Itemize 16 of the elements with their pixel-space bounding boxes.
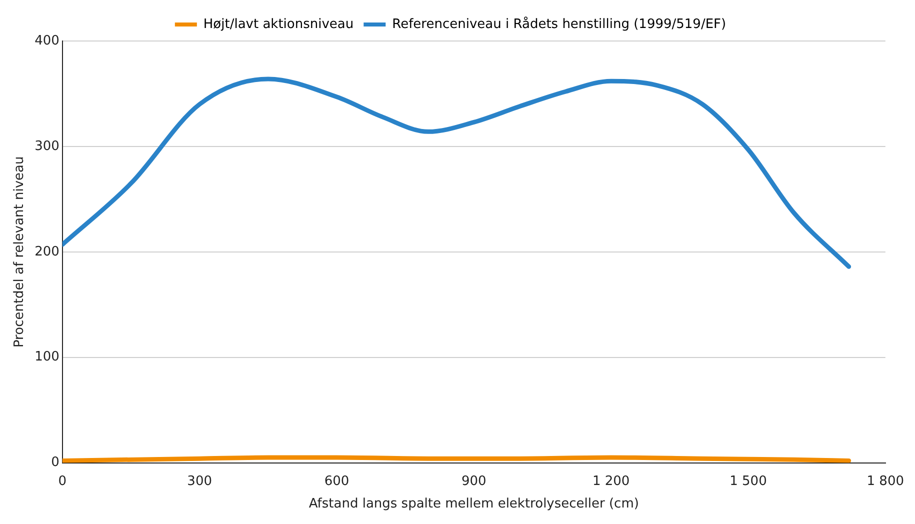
y-tick-label: 200 bbox=[34, 244, 60, 260]
x-tick-label: 900 bbox=[461, 474, 486, 489]
line-series bbox=[62, 76, 852, 269]
x-tick-label: 1 800 bbox=[866, 474, 904, 489]
y-tick-label: 100 bbox=[34, 350, 60, 365]
x-tick-label: 600 bbox=[324, 474, 350, 489]
y-axis-title: Procentdel af relevant niveau bbox=[12, 156, 28, 348]
y-tick-label: 0 bbox=[51, 455, 60, 470]
x-tick-label: 1 500 bbox=[730, 474, 767, 489]
legend-label: Referenceniveau i Rådets henstilling (1999/519/EF) bbox=[392, 16, 726, 32]
legend-label: Højt/lavt aktionsniveau bbox=[203, 16, 354, 32]
y-tick-label: 300 bbox=[34, 138, 60, 154]
x-tick-label: 1 200 bbox=[592, 474, 630, 489]
x-tick-label: 300 bbox=[187, 474, 212, 489]
x-axis-title: Afstand langs spalte mellem elektrolyseceller (cm) bbox=[308, 496, 639, 512]
y-tick-label: 400 bbox=[34, 33, 60, 48]
